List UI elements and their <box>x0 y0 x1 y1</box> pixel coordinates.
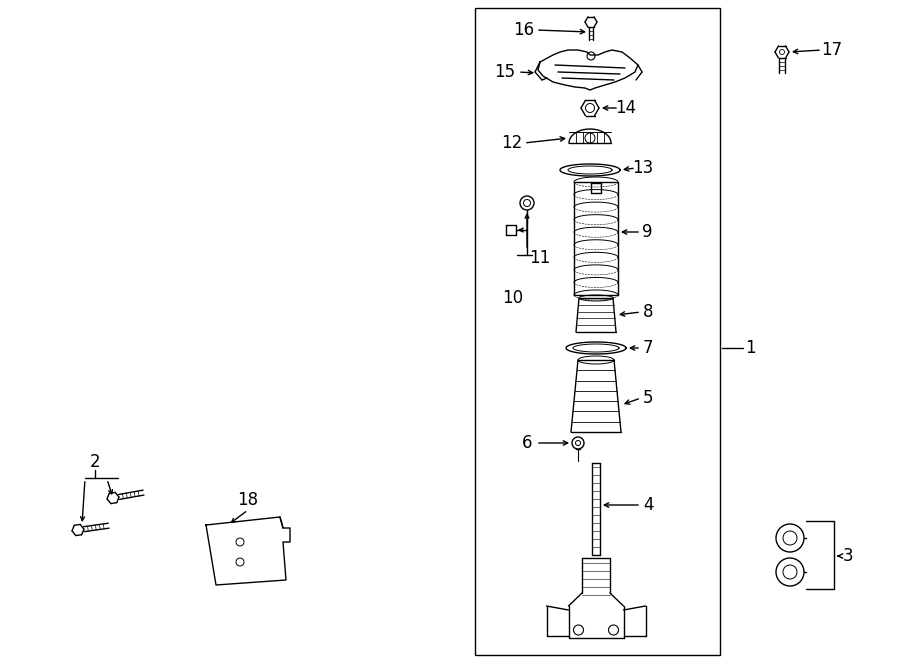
Text: 13: 13 <box>633 159 653 177</box>
Text: 18: 18 <box>238 491 258 509</box>
Text: 16: 16 <box>513 21 535 39</box>
Text: 2: 2 <box>90 453 100 471</box>
Text: 9: 9 <box>642 223 652 241</box>
Bar <box>475 8 720 655</box>
Text: 3: 3 <box>842 547 853 565</box>
Text: 17: 17 <box>822 41 842 59</box>
Text: 15: 15 <box>494 63 516 81</box>
Text: 14: 14 <box>616 99 636 117</box>
Text: 11: 11 <box>529 249 551 267</box>
Text: 7: 7 <box>643 339 653 357</box>
Text: 12: 12 <box>501 134 523 152</box>
Text: 5: 5 <box>643 389 653 407</box>
Text: 4: 4 <box>643 496 653 514</box>
Text: 1: 1 <box>744 339 755 357</box>
Text: 10: 10 <box>502 289 524 307</box>
Text: 8: 8 <box>643 303 653 321</box>
Text: 6: 6 <box>522 434 532 452</box>
